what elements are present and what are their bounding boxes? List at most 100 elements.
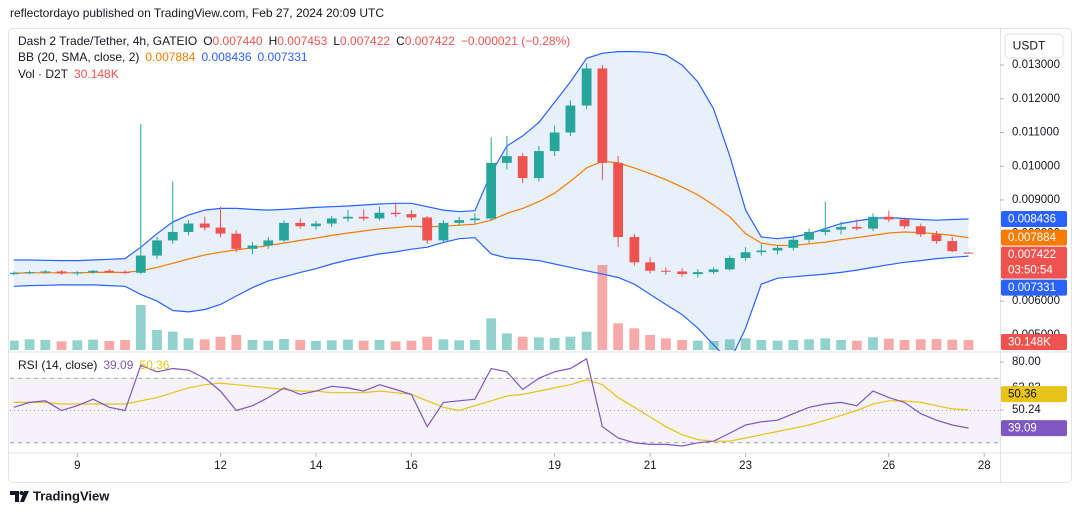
volume-bar <box>167 331 178 350</box>
price-tag-label: 0.007331 <box>1008 282 1056 294</box>
bollinger-legend: BB (20, SMA, close, 2) 0.007884 0.008436 0.… <box>18 50 308 64</box>
volume-bar <box>199 339 210 350</box>
candle-body <box>502 156 512 163</box>
x-tick-label: 12 <box>214 460 227 472</box>
volume-bar <box>40 340 51 350</box>
bollinger-basis <box>13 160 969 274</box>
change: −0.000021 (−0.28%) <box>461 34 570 48</box>
candle-body <box>104 270 115 273</box>
volume-tag-label: 30.148K <box>1008 337 1051 349</box>
candle-body <box>629 237 640 263</box>
volume-bar <box>135 305 146 350</box>
chart-frame <box>8 28 1072 483</box>
x-tick-label: 23 <box>739 460 752 472</box>
ohlc-value: 0.007422 <box>340 34 390 48</box>
currency-label[interactable]: USDT <box>1013 39 1046 53</box>
candle-body <box>915 226 926 235</box>
candle-body <box>883 216 894 220</box>
volume-bar <box>120 340 130 350</box>
candle-body <box>88 270 98 273</box>
candle-body <box>470 218 480 221</box>
y-tick-label: 0.013000 <box>1012 59 1060 71</box>
candle-body <box>422 217 433 241</box>
volume-bar <box>152 330 162 350</box>
volume-bar <box>343 339 353 350</box>
volume-bar <box>597 265 608 350</box>
volume-bar <box>692 340 703 350</box>
rsi-ma-line <box>13 379 969 442</box>
volume-bar <box>660 338 671 350</box>
candle-body <box>390 212 401 215</box>
bollinger-lower <box>13 237 969 351</box>
candle-body <box>963 252 974 254</box>
rsi-tag <box>1001 420 1067 437</box>
candle-body <box>406 214 417 218</box>
price-tag-label: 0.007422 <box>1008 249 1056 261</box>
candle-body <box>120 272 130 274</box>
currency-button[interactable] <box>1004 33 1064 59</box>
rsi-legend: RSI (14, close) 39.09 50.36 <box>18 358 170 372</box>
candle-body <box>534 151 544 179</box>
bollinger-upper-value: 0.008436 <box>201 50 251 64</box>
volume-bar <box>868 337 878 350</box>
candle-body <box>183 223 194 232</box>
candle-body <box>24 272 35 274</box>
candle-body <box>10 272 19 275</box>
price-tag <box>1001 246 1067 279</box>
volume-bar <box>613 323 624 350</box>
candle-body <box>581 68 592 106</box>
candle-body <box>772 247 783 251</box>
rsi-tag-label: 39.09 <box>1008 423 1037 435</box>
candle-body <box>56 271 67 274</box>
volume-bar <box>24 339 35 350</box>
candle-body <box>740 252 751 258</box>
candle-body <box>708 269 719 273</box>
volume-bar <box>88 339 98 350</box>
ohlc-label: C <box>396 34 405 48</box>
volume-bar <box>565 336 576 350</box>
x-tick-label: 28 <box>978 460 991 472</box>
symbol-legend: Dash 2 Trade/Tether, 4h, GATEIO O0.007440… <box>18 34 570 48</box>
volume-bar <box>820 338 831 350</box>
rsi-label: RSI (14, close) <box>18 358 97 372</box>
bollinger-label: BB (20, SMA, close, 2) <box>18 50 139 64</box>
volume-bar <box>756 340 767 350</box>
candle-body <box>279 222 289 241</box>
candle-body <box>613 162 624 238</box>
volume-bar <box>836 340 846 350</box>
rsi-ma-value: 50.36 <box>139 358 169 372</box>
price-tag-label: 0.007884 <box>1008 232 1057 244</box>
candle-body <box>820 229 831 232</box>
logo <box>10 491 29 502</box>
volume-bar <box>422 336 433 350</box>
candle-body <box>343 216 353 219</box>
volume-bar <box>374 340 385 350</box>
volume-bar <box>279 339 289 350</box>
volume-bar <box>851 340 862 350</box>
volume-bar <box>629 328 640 350</box>
volume-bar <box>10 340 19 350</box>
y-tick-label: 0.009000 <box>1012 194 1060 206</box>
volume-bar <box>899 340 910 350</box>
candle-body <box>263 240 274 246</box>
candle-body <box>677 271 687 275</box>
volume-value: 30.148K <box>74 67 119 81</box>
candle-body <box>167 231 178 241</box>
candle-body <box>947 241 958 252</box>
candle-body <box>868 216 878 229</box>
volume-bar <box>406 340 417 350</box>
logo-dot <box>19 491 24 495</box>
x-tick-label: 19 <box>548 460 561 472</box>
volume-bar <box>358 340 369 350</box>
x-tick-label: 16 <box>405 460 418 472</box>
ohlc-value: 0.007422 <box>405 34 455 48</box>
candle-body <box>565 105 576 133</box>
volume-bar <box>247 340 258 350</box>
footer-brand: TradingView <box>33 488 110 503</box>
volume-bar <box>183 338 194 350</box>
volume-bar <box>326 340 337 350</box>
volume-bar <box>963 339 974 350</box>
candle-body <box>199 223 210 228</box>
